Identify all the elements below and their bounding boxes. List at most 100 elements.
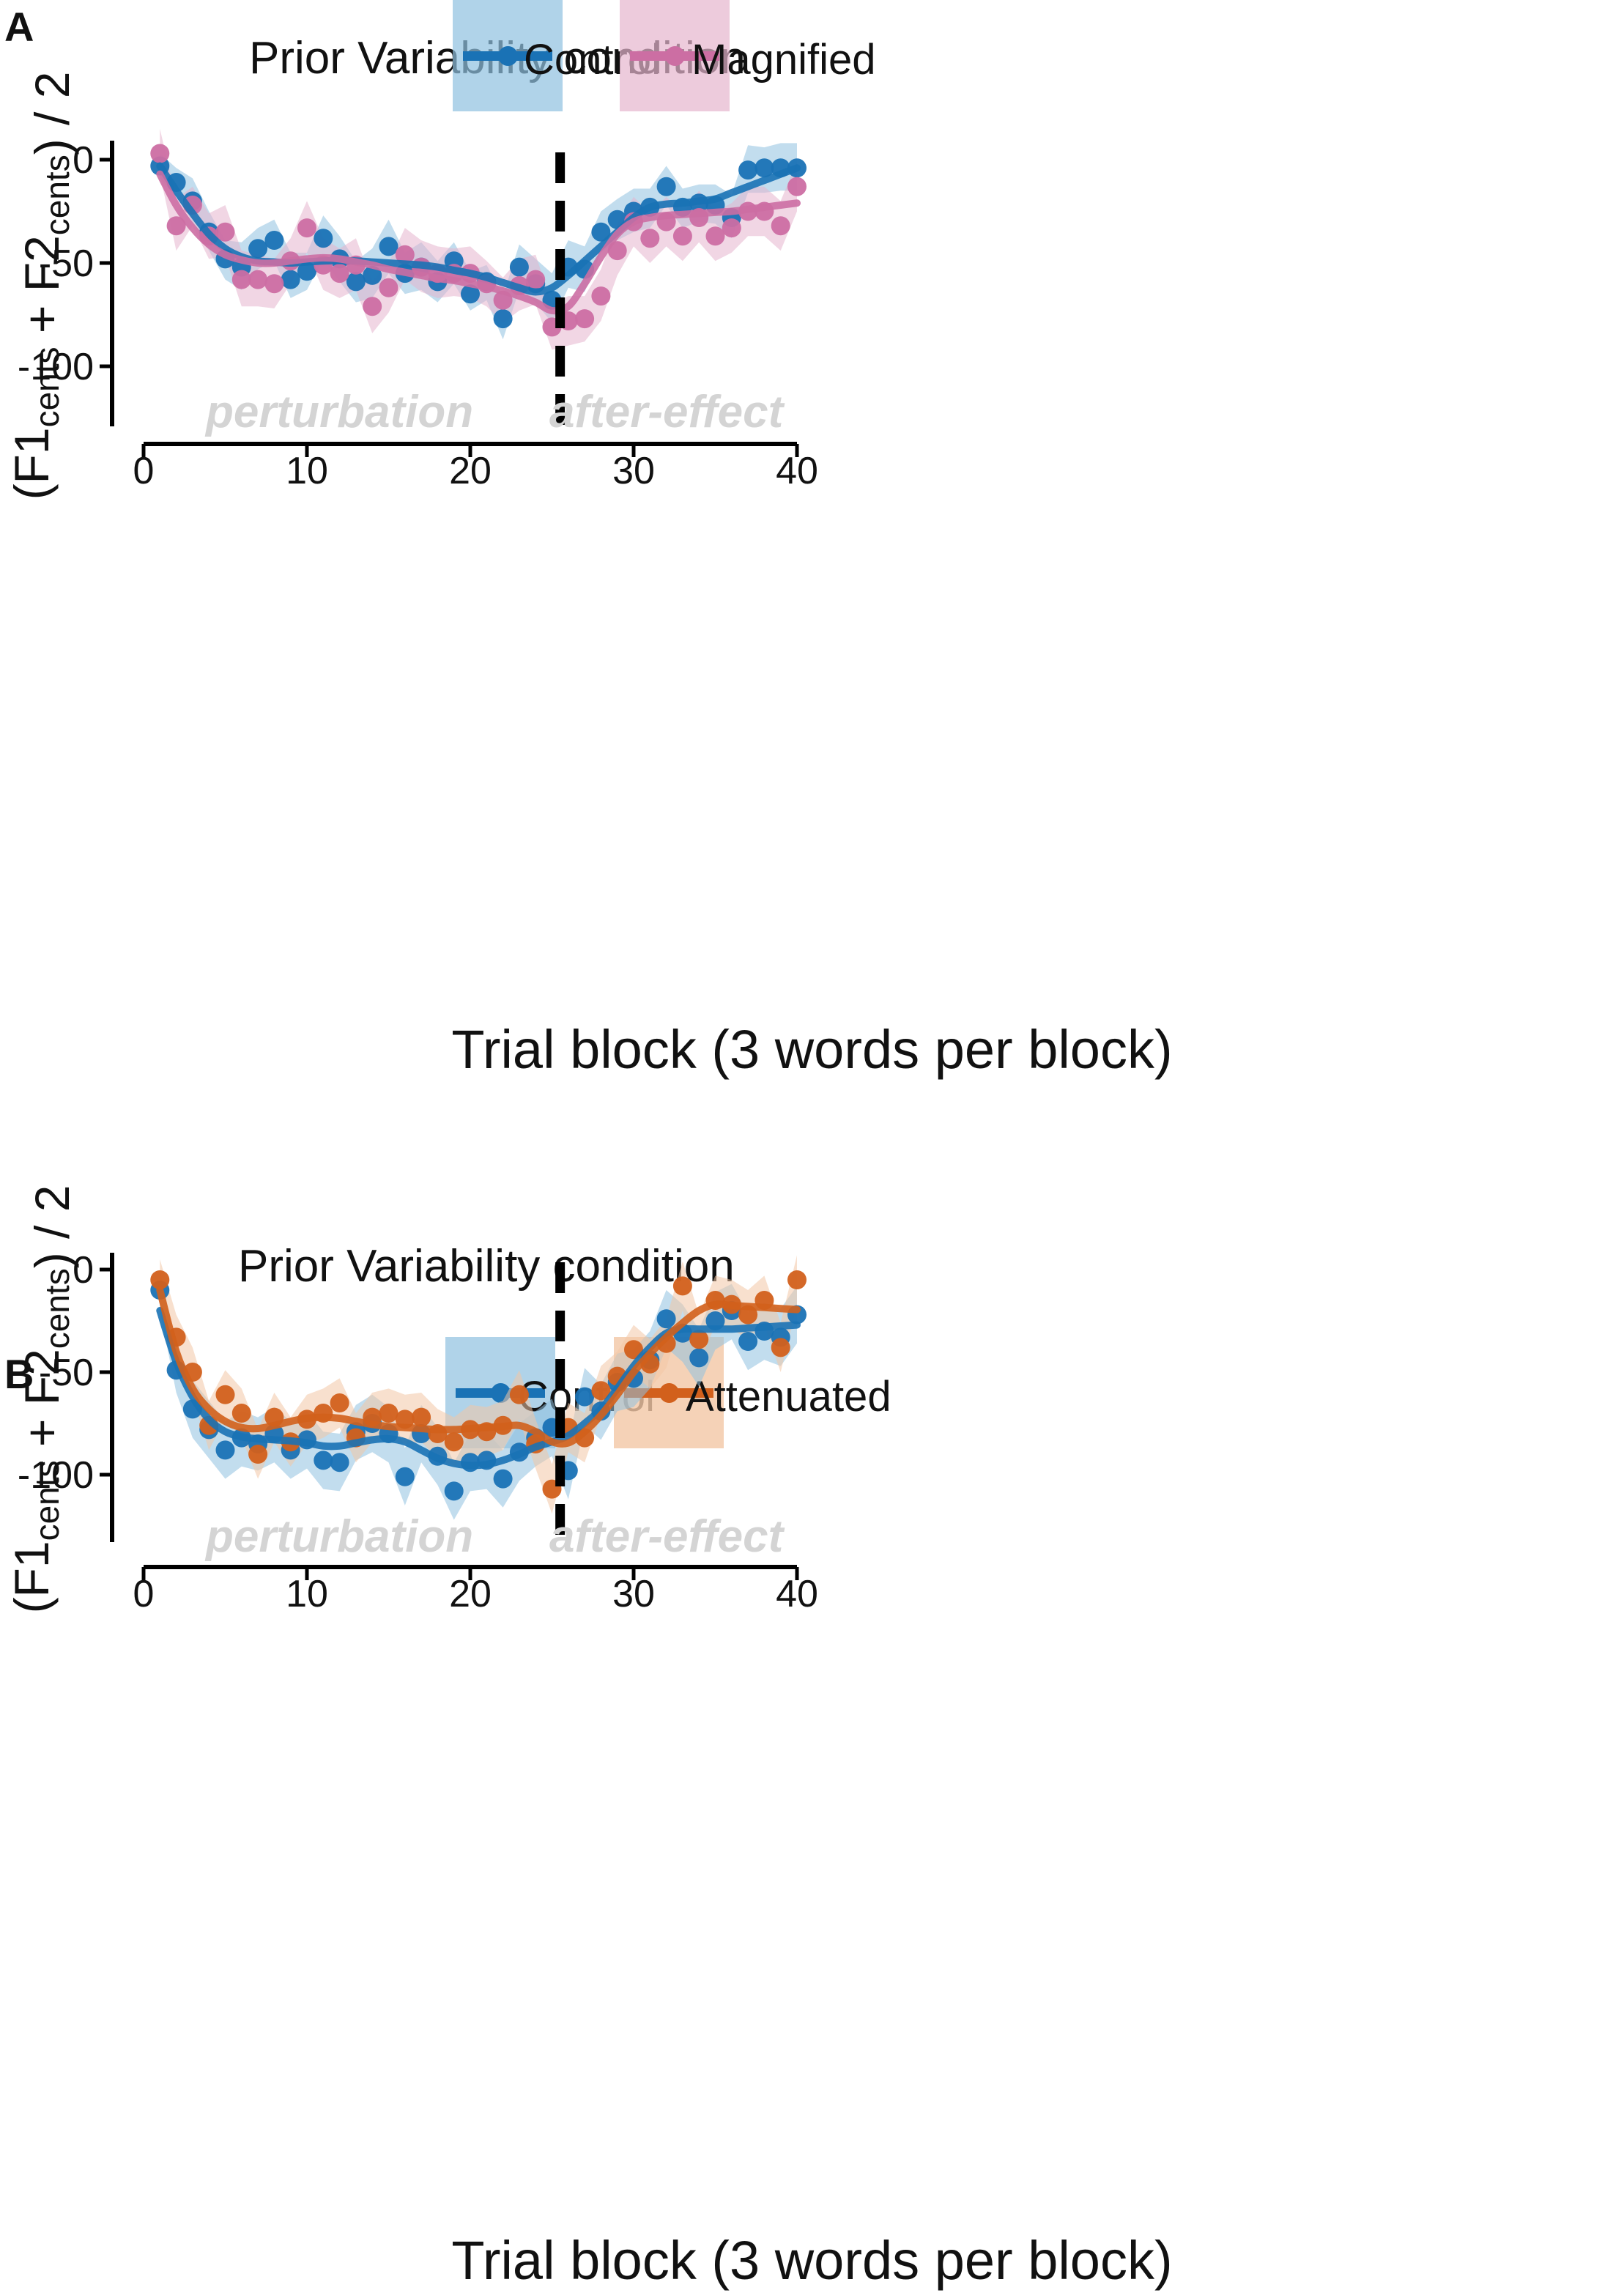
x-tick-label: 30 bbox=[612, 450, 655, 492]
data-point-attenuated bbox=[444, 1432, 464, 1452]
legend-key-magnified bbox=[620, 0, 730, 111]
data-point-control bbox=[264, 231, 284, 250]
x-tick-label: 0 bbox=[133, 1573, 155, 1615]
data-point-control bbox=[444, 1481, 464, 1501]
data-point-control bbox=[738, 160, 758, 180]
data-point-attenuated bbox=[591, 1381, 611, 1401]
data-point-attenuated bbox=[231, 1404, 251, 1423]
data-point-control bbox=[379, 237, 398, 256]
legend-title: Prior Variability condition bbox=[238, 1241, 735, 1292]
data-point-magnified bbox=[264, 274, 284, 294]
data-point-magnified bbox=[330, 264, 349, 284]
data-point-control bbox=[461, 284, 480, 304]
data-point-control bbox=[363, 265, 382, 285]
x-tick-label: 30 bbox=[612, 1573, 655, 1615]
data-point-magnified bbox=[395, 245, 415, 264]
data-point-attenuated bbox=[787, 1270, 807, 1289]
y-tick-label: -100 bbox=[18, 1454, 94, 1497]
data-point-control bbox=[330, 1453, 349, 1473]
data-point-control bbox=[509, 257, 529, 277]
data-point-magnified bbox=[722, 218, 741, 238]
data-point-magnified bbox=[363, 297, 382, 316]
smooth-line-control bbox=[156, 1307, 801, 1470]
plot-a: perturbation after-effect 0 -50 -100 0 10 20 30 4… bbox=[4, 72, 818, 500]
data-point-attenuated bbox=[509, 1385, 529, 1404]
data-point-control bbox=[281, 270, 300, 289]
y-tick-label: 0 bbox=[73, 1249, 94, 1292]
after-effect-label: after-effect bbox=[549, 1511, 785, 1562]
perturbation-label: perturbation bbox=[204, 387, 473, 437]
data-point-magnified bbox=[640, 229, 660, 248]
data-point-control bbox=[493, 1469, 513, 1489]
legend-label-magnified: Magnified bbox=[692, 36, 876, 84]
data-point-attenuated bbox=[689, 1330, 709, 1349]
data-point-control bbox=[395, 1467, 415, 1486]
y-axis-title: (F1cents + F2cents) / 2 bbox=[4, 72, 79, 500]
x-axis-title: Trial block (3 words per block) bbox=[451, 1019, 1173, 1080]
data-point-magnified bbox=[231, 270, 251, 289]
data-point-control bbox=[591, 222, 611, 242]
y-tick-label: -50 bbox=[39, 242, 94, 285]
data-point-magnified bbox=[771, 216, 790, 236]
data-point-magnified bbox=[575, 309, 595, 329]
data-point-attenuated bbox=[771, 1338, 790, 1357]
data-point-attenuated bbox=[215, 1385, 235, 1404]
data-point-magnified bbox=[215, 222, 235, 242]
data-point-attenuated bbox=[330, 1393, 349, 1412]
x-tick-label: 10 bbox=[286, 1573, 328, 1615]
panel-a: A Prior Variability condition Control Ma… bbox=[0, 0, 1624, 1146]
smooth-line-attenuated bbox=[156, 1286, 801, 1448]
x-tick-label: 20 bbox=[449, 450, 492, 492]
y-tick-label: -100 bbox=[18, 346, 94, 388]
data-point-magnified bbox=[166, 216, 186, 236]
y-axis-title: (F1cents + F2cents) / 2 bbox=[4, 1185, 79, 1614]
data-point-control bbox=[346, 272, 366, 292]
x-tick-label: 0 bbox=[133, 450, 155, 492]
panel-b: B Prior Variability condition Control At… bbox=[0, 1146, 1624, 2293]
data-point-attenuated bbox=[624, 1340, 643, 1360]
data-point-magnified bbox=[526, 270, 546, 289]
data-point-control bbox=[314, 229, 333, 248]
data-point-control bbox=[215, 1440, 235, 1460]
ci-band-magnified bbox=[160, 128, 798, 350]
perturbation-label: perturbation bbox=[204, 1511, 473, 1562]
panel-a-letter: A bbox=[4, 4, 34, 50]
data-point-magnified bbox=[591, 286, 611, 306]
y-tick-label: 0 bbox=[73, 139, 94, 182]
data-point-attenuated bbox=[150, 1270, 170, 1289]
data-point-attenuated bbox=[379, 1404, 398, 1423]
x-tick-label: 10 bbox=[286, 450, 328, 492]
data-point-control bbox=[248, 239, 268, 259]
x-tick-label: 40 bbox=[776, 1573, 818, 1615]
x-axis-title: Trial block (3 words per block) bbox=[451, 2230, 1173, 2291]
data-point-control bbox=[656, 177, 676, 196]
data-point-control bbox=[689, 1348, 709, 1368]
data-point-control bbox=[575, 1387, 595, 1407]
data-point-magnified bbox=[705, 226, 725, 246]
data-point-control bbox=[656, 1309, 676, 1329]
data-point-attenuated bbox=[248, 1445, 268, 1464]
after-effect-label: after-effect bbox=[549, 387, 785, 437]
data-point-control bbox=[738, 1332, 758, 1351]
data-point-magnified bbox=[297, 218, 316, 238]
x-tick-label: 40 bbox=[776, 450, 818, 492]
panel-b-letter: B bbox=[4, 1351, 34, 1397]
data-point-attenuated bbox=[672, 1276, 692, 1296]
plot-b: perturbation after-effect 0 -50 -100 0 10 20 30 4… bbox=[4, 1185, 818, 1615]
data-point-magnified bbox=[787, 177, 807, 196]
data-point-magnified bbox=[672, 226, 692, 246]
data-point-magnified bbox=[379, 278, 398, 297]
ci-band-control bbox=[160, 143, 798, 340]
data-point-control bbox=[754, 158, 774, 178]
legend-key-control bbox=[453, 0, 563, 111]
data-point-control bbox=[314, 1451, 333, 1470]
series-layer bbox=[150, 128, 807, 350]
x-tick-label: 20 bbox=[449, 1573, 492, 1615]
series-layer bbox=[150, 1255, 807, 1520]
legend-label-attenuated: Attenuated bbox=[686, 1373, 891, 1420]
smooth-line-magnified bbox=[156, 170, 801, 315]
y-tick-label: -50 bbox=[39, 1352, 94, 1394]
data-point-magnified bbox=[150, 144, 170, 163]
data-point-control bbox=[493, 309, 513, 329]
data-point-magnified bbox=[248, 270, 268, 289]
